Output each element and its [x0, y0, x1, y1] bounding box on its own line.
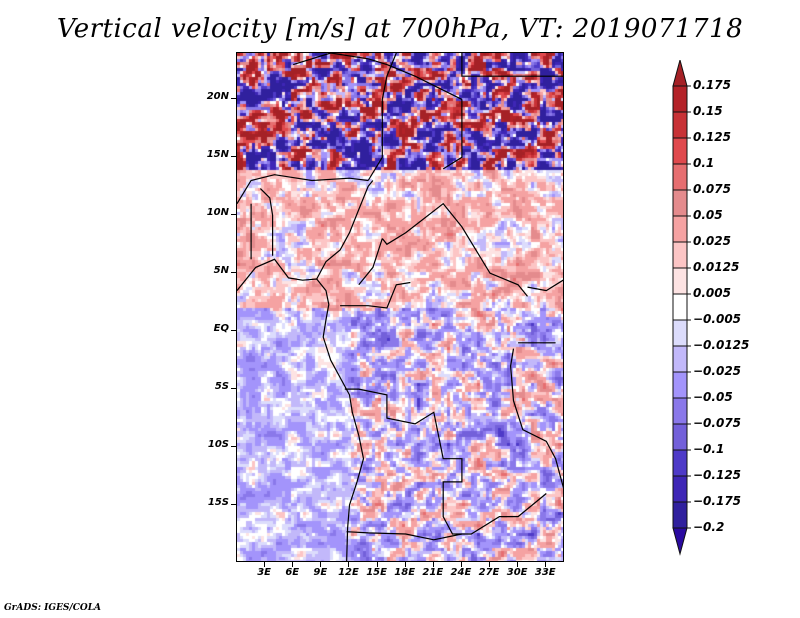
lon-tick-mark	[489, 562, 491, 567]
lat-tick-label: 5N	[213, 265, 229, 277]
border-line	[344, 388, 547, 535]
colorbar-swatch	[672, 137, 688, 165]
lon-tick-mark	[376, 562, 378, 567]
border-line	[442, 99, 463, 170]
lon-tick-label: 24E	[450, 567, 472, 578]
colorbar-label: −0.0125	[693, 338, 750, 352]
border-line	[237, 174, 369, 205]
lat-tick-label: 15S	[207, 497, 229, 509]
lat-tick-mark	[231, 388, 236, 390]
lat-tick-mark	[231, 446, 236, 448]
border-line	[509, 348, 563, 489]
colorbar-label: 0.1	[693, 156, 715, 170]
colorbar-label: −0.025	[693, 364, 742, 378]
colorbar-label: 0.125	[693, 130, 731, 144]
border-line	[340, 281, 411, 309]
chart-title: Vertical velocity [m/s] at 700hPa, VT: 2…	[56, 14, 744, 44]
colorbar-swatch	[672, 85, 688, 113]
colorbar-label: −0.175	[693, 494, 742, 508]
colorbar-label: −0.125	[693, 468, 742, 482]
lon-tick-mark	[545, 562, 547, 567]
lon-tick-label: 6E	[285, 567, 300, 578]
colorbar-label: 0.075	[693, 182, 731, 196]
lon-tick-label: 9E	[313, 567, 328, 578]
colorbar-label: 0.005	[693, 286, 731, 300]
border-line	[527, 279, 563, 292]
lat-tick-mark	[231, 214, 236, 216]
border-line	[358, 238, 383, 286]
colorbar-swatch	[672, 397, 688, 425]
lon-tick-mark	[292, 562, 294, 567]
border-line	[461, 53, 563, 77]
lon-tick-mark	[348, 562, 350, 567]
lat-tick-label: 10S	[207, 439, 229, 451]
lat-tick-mark	[231, 330, 236, 332]
colorbar-label: −0.1	[693, 442, 725, 456]
vertical-velocity-map	[236, 52, 564, 562]
colorbar-swatch	[672, 293, 688, 321]
colorbar-swatch	[672, 371, 688, 399]
colorbar-min-arrow	[672, 527, 688, 556]
colorbar-swatches	[672, 60, 691, 556]
lon-tick-mark	[460, 562, 462, 567]
lon-tick-mark	[432, 562, 434, 567]
lat-tick-label: EQ	[213, 323, 229, 335]
lon-tick-label: 18E	[394, 567, 416, 578]
lon-tick-mark	[264, 562, 266, 567]
colorbar-swatch	[672, 475, 688, 503]
colorbar-label: −0.2	[693, 520, 725, 534]
lat-tick-label: 15N	[206, 149, 229, 161]
grads-credit: GrADS: IGES/COLA	[4, 603, 102, 613]
border-line	[367, 53, 397, 181]
lon-tick-mark	[517, 562, 519, 567]
colorbar-swatch	[672, 319, 688, 347]
lon-tick-label: 15E	[366, 567, 387, 578]
colorbar-label: 0.15	[693, 104, 723, 118]
lat-tick-mark	[231, 504, 236, 506]
lon-tick-label: 21E	[422, 567, 444, 578]
lon-tick-label: 30E	[506, 567, 528, 578]
colorbar-swatch	[672, 111, 688, 139]
colorbar-swatch	[672, 267, 688, 295]
colorbar-swatch	[672, 449, 688, 477]
lon-tick-label: 27E	[478, 567, 500, 578]
colorbar-swatch	[672, 501, 688, 529]
lon-tick-label: 3E	[257, 567, 271, 578]
lat-tick-mark	[231, 272, 236, 274]
colorbar-label: 0.05	[693, 208, 723, 222]
border-line	[346, 531, 463, 541]
lat-tick-label: 5S	[214, 381, 229, 393]
lon-tick-label: 33E	[534, 567, 556, 578]
country-borders	[237, 53, 563, 561]
colorbar-label: 0.175	[693, 78, 731, 92]
lat-tick-label: 10N	[206, 207, 229, 219]
lat-tick-label: 20N	[206, 91, 229, 103]
lat-tick-mark	[231, 156, 236, 158]
colorbar-label: −0.005	[693, 312, 742, 326]
colorbar-swatch	[672, 423, 688, 451]
border-line	[381, 202, 528, 297]
lon-tick-label: 12E	[338, 567, 359, 578]
lon-tick-mark	[320, 562, 322, 567]
border-line	[316, 180, 374, 280]
border-line	[237, 258, 365, 561]
colorbar-label: 0.0125	[693, 260, 740, 274]
colorbar-label: −0.05	[693, 390, 733, 404]
colorbar-swatch	[672, 345, 688, 373]
border-line	[259, 188, 274, 256]
colorbar-swatch	[672, 163, 688, 191]
lat-tick-mark	[231, 98, 236, 100]
colorbar-max-arrow	[672, 60, 688, 87]
colorbar-swatch	[672, 241, 688, 269]
colorbar-swatch	[672, 215, 688, 243]
colorbar: 0.175 0.15 0.125 0.1 0.075 0.05 0.025 0.0125 0.0…	[670, 60, 780, 560]
lon-tick-mark	[404, 562, 406, 567]
colorbar-label: 0.025	[693, 234, 731, 248]
colorbar-swatch	[672, 189, 688, 217]
border-line	[293, 53, 463, 100]
velocity-field-raster	[237, 53, 563, 561]
colorbar-label: −0.075	[693, 416, 742, 430]
